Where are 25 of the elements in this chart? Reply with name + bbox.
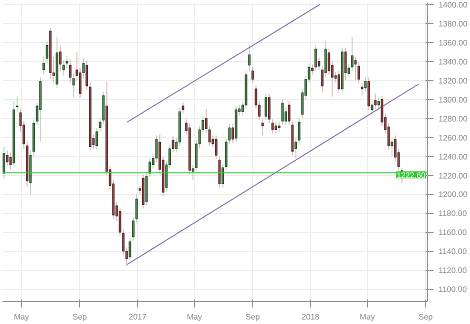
x-tick-label: 2017 xyxy=(128,312,147,322)
y-tick-label: 1360.00 xyxy=(438,38,468,48)
y-tick-label: 1380.00 xyxy=(438,19,468,28)
y-tick-label: 1240.00 xyxy=(438,152,468,162)
y-tick-label: 1220.00 xyxy=(438,171,468,180)
x-tick-label: Sep xyxy=(246,312,260,322)
x-tick-label: May xyxy=(186,312,202,322)
x-tick-label: May xyxy=(14,312,30,322)
y-tick-label: 1180.00 xyxy=(438,209,468,218)
y-tick-label: 1120.00 xyxy=(438,266,468,276)
y-tick-label: 1320.00 xyxy=(438,76,468,86)
y-tick-label: 1300.00 xyxy=(438,95,468,104)
x-tick-label: 2018 xyxy=(302,312,320,322)
x-tick-label: May xyxy=(360,312,375,322)
y-tick-label: 1260.00 xyxy=(438,133,468,142)
y-tick-label: 1340.00 xyxy=(438,57,468,66)
y-tick-label: 1200.00 xyxy=(438,190,468,200)
y-tick-label: 1100.00 xyxy=(438,285,468,294)
x-tick-label: Sep xyxy=(72,312,88,322)
y-tick-label: 1280.00 xyxy=(438,114,468,124)
y-tick-label: 1140.00 xyxy=(438,247,468,256)
ref-line-label: 1222.60 xyxy=(396,170,426,180)
y-tick-label: 1400.00 xyxy=(438,0,468,10)
y-tick-label: 1160.00 xyxy=(438,228,468,238)
x-tick-label: Sep xyxy=(418,312,434,322)
